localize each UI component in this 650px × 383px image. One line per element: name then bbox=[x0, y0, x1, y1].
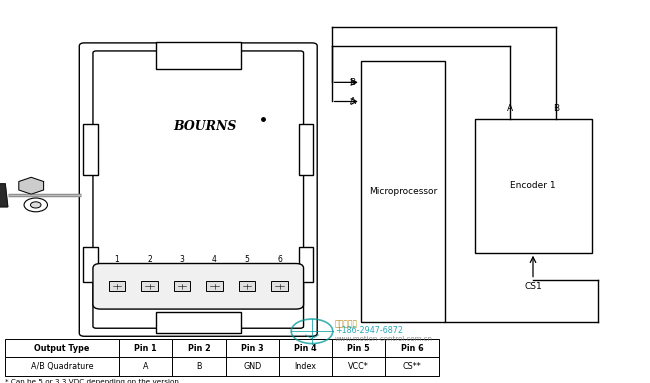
Text: CS**: CS** bbox=[403, 362, 421, 371]
Text: 2: 2 bbox=[147, 255, 152, 264]
Bar bbox=[474, 119, 592, 253]
Text: A: A bbox=[506, 104, 513, 113]
Bar bbox=[174, 281, 190, 291]
Text: B: B bbox=[553, 104, 560, 113]
Bar bbox=[299, 247, 313, 282]
Bar bbox=[119, 357, 172, 376]
Text: VCC*: VCC* bbox=[348, 362, 369, 371]
Bar bbox=[172, 357, 226, 376]
Text: * Can be 5 or 3.3 VDC depending on the version.: * Can be 5 or 3.3 VDC depending on the v… bbox=[5, 379, 181, 383]
Text: 西安德信通: 西安德信通 bbox=[335, 319, 358, 328]
Bar bbox=[239, 281, 255, 291]
Bar bbox=[206, 281, 223, 291]
Bar bbox=[172, 339, 226, 357]
Bar bbox=[5, 357, 119, 376]
Polygon shape bbox=[0, 184, 8, 207]
Text: A/B Quadrature: A/B Quadrature bbox=[31, 362, 94, 371]
Bar bbox=[119, 339, 172, 357]
Bar bbox=[141, 281, 158, 291]
Text: A: A bbox=[143, 362, 148, 371]
Text: 6: 6 bbox=[277, 255, 282, 264]
Text: Microprocessor: Microprocessor bbox=[369, 187, 437, 196]
Text: Encoder 1: Encoder 1 bbox=[510, 181, 556, 190]
Bar bbox=[5, 339, 119, 357]
Bar bbox=[226, 339, 279, 357]
Bar bbox=[279, 357, 332, 376]
Circle shape bbox=[31, 202, 41, 208]
Circle shape bbox=[24, 198, 47, 212]
Text: Index: Index bbox=[294, 362, 317, 371]
Bar bbox=[109, 281, 125, 291]
Text: 4: 4 bbox=[212, 255, 217, 264]
Bar bbox=[83, 247, 98, 282]
Bar bbox=[83, 123, 98, 175]
Text: B: B bbox=[350, 78, 356, 87]
FancyBboxPatch shape bbox=[93, 51, 304, 328]
Text: B: B bbox=[196, 362, 202, 371]
Text: CS1: CS1 bbox=[524, 282, 542, 290]
Text: Pin 3: Pin 3 bbox=[241, 344, 263, 353]
Bar bbox=[332, 339, 385, 357]
Text: Pin 4: Pin 4 bbox=[294, 344, 317, 353]
Text: 3: 3 bbox=[179, 255, 185, 264]
Bar bbox=[271, 281, 288, 291]
Bar bbox=[226, 357, 279, 376]
Text: www.motion-control.com.cn: www.motion-control.com.cn bbox=[335, 336, 433, 342]
Bar bbox=[156, 312, 240, 333]
Bar bbox=[299, 123, 313, 175]
FancyBboxPatch shape bbox=[79, 43, 317, 336]
Text: GND: GND bbox=[243, 362, 261, 371]
Bar bbox=[385, 357, 439, 376]
Text: Pin 6: Pin 6 bbox=[401, 344, 423, 353]
Bar bbox=[332, 357, 385, 376]
Polygon shape bbox=[19, 177, 44, 194]
Text: BOURNS: BOURNS bbox=[173, 120, 237, 133]
Text: Pin 5: Pin 5 bbox=[348, 344, 370, 353]
Bar bbox=[279, 339, 332, 357]
Text: Pin 2: Pin 2 bbox=[188, 344, 211, 353]
Text: Pin 1: Pin 1 bbox=[135, 344, 157, 353]
Text: A: A bbox=[350, 97, 356, 106]
Bar bbox=[385, 339, 439, 357]
Text: Output Type: Output Type bbox=[34, 344, 90, 353]
FancyBboxPatch shape bbox=[93, 264, 304, 309]
Bar bbox=[156, 42, 240, 69]
Text: 1: 1 bbox=[114, 255, 120, 264]
Bar bbox=[361, 61, 445, 322]
Text: +186-2947-6872: +186-2947-6872 bbox=[335, 326, 403, 335]
Text: 5: 5 bbox=[244, 255, 250, 264]
